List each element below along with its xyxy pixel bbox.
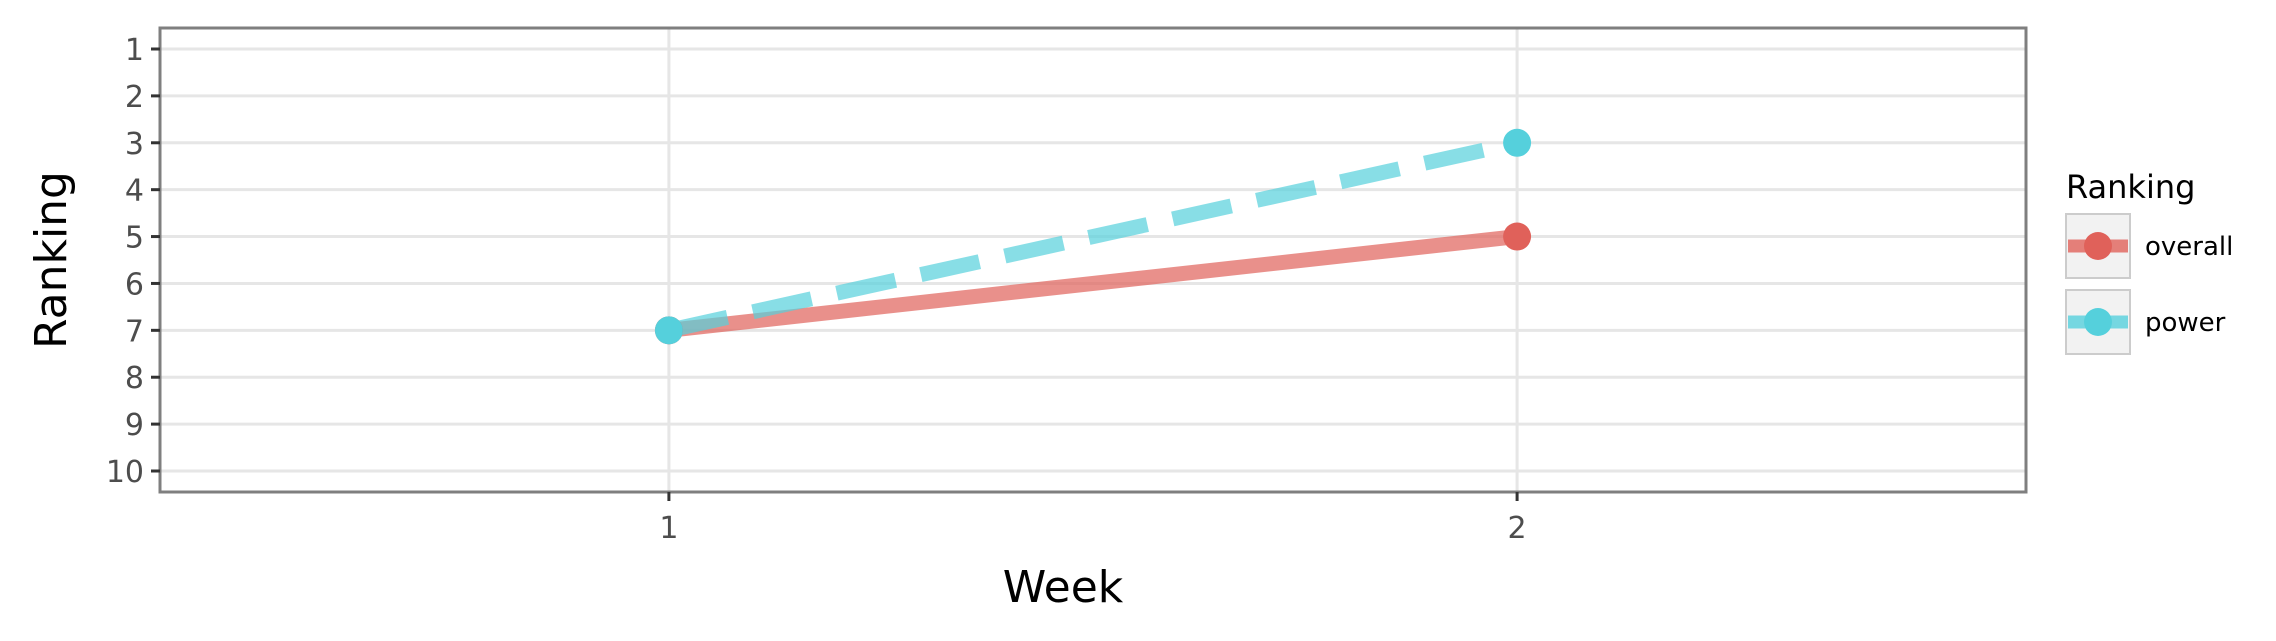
- y-tick-label: 5: [125, 221, 144, 256]
- data-point-power: [1503, 128, 1532, 157]
- y-tick-label: 9: [125, 408, 144, 443]
- legend-title: Ranking: [2066, 168, 2195, 206]
- series-line-overall: [668, 229, 1518, 338]
- y-axis-ticks: 1 2 3 4 5 6 7 8 9 10: [106, 33, 160, 490]
- y-tick-label: 6: [125, 267, 144, 302]
- y-tick-label: 10: [106, 455, 144, 490]
- y-axis-title: Ranking: [26, 171, 77, 349]
- x-tick-label: 2: [1508, 511, 1527, 546]
- y-tick-label: 7: [125, 314, 144, 349]
- legend-marker-overall: [2084, 232, 2112, 260]
- series-layer: [654, 128, 1532, 345]
- legend-label-power: power: [2145, 308, 2226, 338]
- series-line-power: [667, 135, 1519, 338]
- y-tick-label: 1: [125, 33, 144, 68]
- legend-marker-power: [2084, 308, 2112, 336]
- legend: Ranking overall power: [2065, 168, 2233, 355]
- y-tick-label: 3: [125, 127, 144, 162]
- y-tick-label: 8: [125, 361, 144, 396]
- legend-label-overall: overall: [2145, 232, 2233, 262]
- y-tick-label: 2: [125, 80, 144, 115]
- data-point-power: [654, 316, 683, 345]
- plot-frame: [158, 26, 2028, 494]
- grid-lines: [160, 28, 2026, 492]
- y-tick-label: 4: [125, 174, 144, 209]
- x-tick-label: 1: [659, 511, 678, 546]
- x-axis-title: Week: [1003, 562, 1124, 613]
- data-point-overall: [1503, 222, 1532, 251]
